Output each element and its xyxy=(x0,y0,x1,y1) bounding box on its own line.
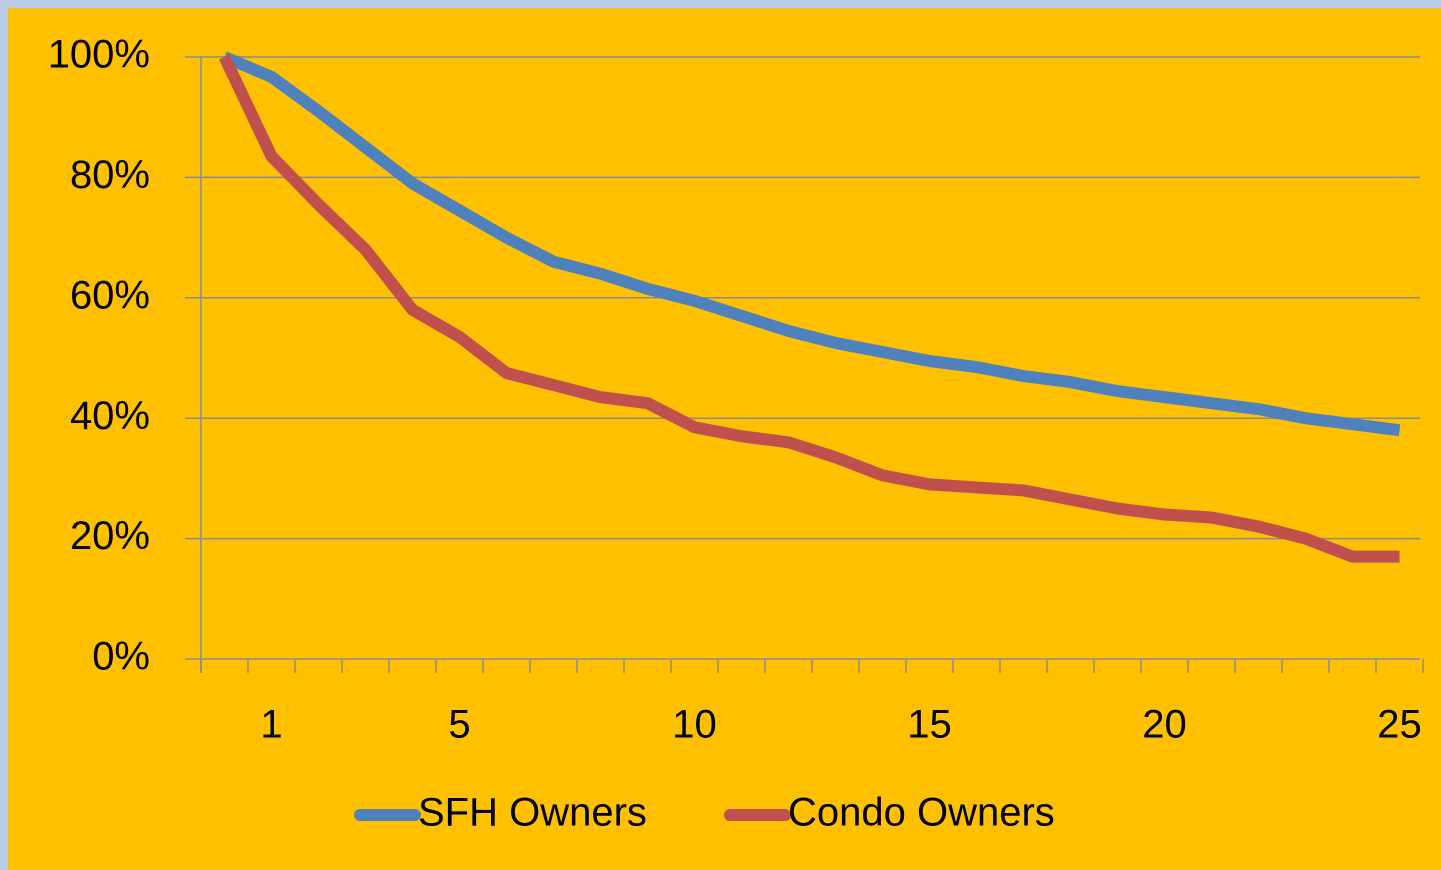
x-tick-label: 1 xyxy=(260,703,282,747)
series-line xyxy=(219,54,1400,563)
x-tick-label: 25 xyxy=(1377,703,1422,747)
x-tick-label: 10 xyxy=(672,703,717,747)
y-tick-label: 0% xyxy=(92,635,150,679)
legend-label: Condo Owners xyxy=(788,791,1055,835)
series-line xyxy=(222,51,1401,437)
x-tick-label: 15 xyxy=(907,703,952,747)
y-tick-label: 40% xyxy=(70,394,150,438)
y-tick-label: 60% xyxy=(70,273,150,317)
frame-left xyxy=(0,0,8,870)
legend-label: SFH Owners xyxy=(418,791,647,835)
frame-top xyxy=(0,0,1441,8)
y-tick-label: 80% xyxy=(70,153,150,197)
x-tick-label: 20 xyxy=(1142,703,1187,747)
x-tick-label: 5 xyxy=(448,703,470,747)
y-tick-label: 20% xyxy=(70,514,150,558)
y-tick-label: 100% xyxy=(48,33,150,77)
